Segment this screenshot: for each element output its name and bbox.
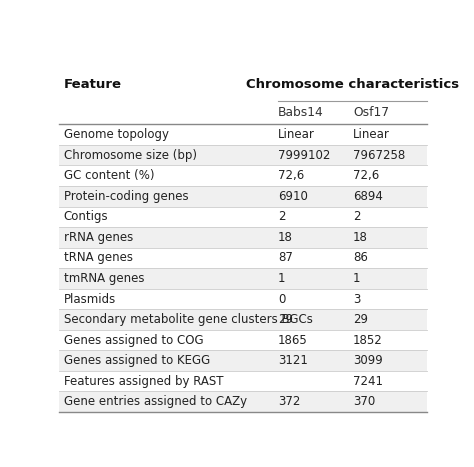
- Bar: [59, 206, 427, 227]
- Text: 372: 372: [278, 395, 300, 408]
- Bar: [59, 165, 427, 186]
- Bar: [59, 268, 427, 289]
- Text: 7241: 7241: [353, 375, 383, 388]
- Text: Osf17: Osf17: [353, 106, 389, 119]
- Text: 87: 87: [278, 251, 293, 264]
- Text: 370: 370: [353, 395, 375, 408]
- Text: 3099: 3099: [353, 354, 383, 367]
- Bar: [59, 227, 427, 248]
- Text: Secondary metabolite gene clusters BGCs: Secondary metabolite gene clusters BGCs: [64, 313, 312, 326]
- Text: 72,6: 72,6: [353, 169, 379, 182]
- Text: tmRNA genes: tmRNA genes: [64, 272, 144, 285]
- Bar: [59, 330, 427, 350]
- Text: Gene entries assigned to CAZy: Gene entries assigned to CAZy: [64, 395, 247, 408]
- Bar: [59, 350, 427, 371]
- Text: Protein-coding genes: Protein-coding genes: [64, 190, 188, 203]
- Text: Feature: Feature: [64, 78, 122, 92]
- Text: 3121: 3121: [278, 354, 308, 367]
- Text: GC content (%): GC content (%): [64, 169, 154, 182]
- Text: 7999102: 7999102: [278, 149, 330, 162]
- Text: 29: 29: [278, 313, 293, 326]
- Text: 0: 0: [278, 292, 285, 305]
- Text: Chromosome size (bp): Chromosome size (bp): [64, 149, 197, 162]
- Bar: [59, 248, 427, 268]
- Text: Plasmids: Plasmids: [64, 292, 116, 305]
- Text: 29: 29: [353, 313, 368, 326]
- Bar: [59, 309, 427, 330]
- Text: tRNA genes: tRNA genes: [64, 251, 133, 264]
- Bar: [59, 124, 427, 145]
- Bar: [59, 289, 427, 309]
- Text: 86: 86: [353, 251, 368, 264]
- Text: 1852: 1852: [353, 333, 383, 347]
- Text: Babs14: Babs14: [278, 106, 324, 119]
- Text: 1: 1: [353, 272, 361, 285]
- Text: Genes assigned to COG: Genes assigned to COG: [64, 333, 203, 347]
- Text: 2: 2: [353, 210, 361, 223]
- Text: Features assigned by RAST: Features assigned by RAST: [64, 375, 223, 388]
- Text: 6894: 6894: [353, 190, 383, 203]
- Text: Linear: Linear: [278, 128, 315, 141]
- Text: 3: 3: [353, 292, 361, 305]
- Bar: [59, 186, 427, 206]
- Text: 1: 1: [278, 272, 285, 285]
- Text: 18: 18: [278, 231, 293, 244]
- Text: Chromosome characteristics: Chromosome characteristics: [246, 78, 459, 92]
- Text: Genes assigned to KEGG: Genes assigned to KEGG: [64, 354, 210, 367]
- Text: 1865: 1865: [278, 333, 308, 347]
- Text: 2: 2: [278, 210, 285, 223]
- Text: 18: 18: [353, 231, 368, 244]
- Text: Contigs: Contigs: [64, 210, 108, 223]
- Text: Genome topology: Genome topology: [64, 128, 169, 141]
- Bar: [59, 371, 427, 391]
- Bar: [59, 391, 427, 412]
- Text: rRNA genes: rRNA genes: [64, 231, 133, 244]
- Text: 7967258: 7967258: [353, 149, 405, 162]
- Text: Linear: Linear: [353, 128, 390, 141]
- Text: 72,6: 72,6: [278, 169, 304, 182]
- Text: 6910: 6910: [278, 190, 308, 203]
- Bar: [59, 145, 427, 165]
